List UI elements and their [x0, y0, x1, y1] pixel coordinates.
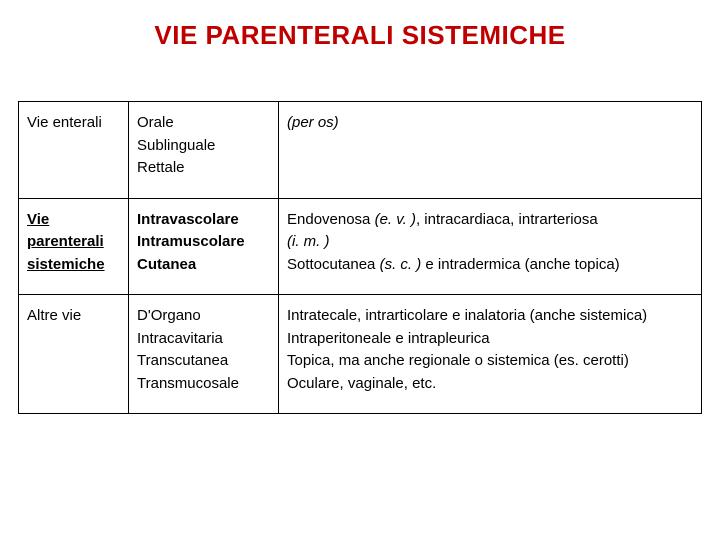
detail-seg: , intracardiaca, intrarteriosa — [416, 211, 598, 228]
cell-details: Endovenosa (e. v. ), intracardiaca, intr… — [279, 198, 702, 295]
detail-seg: (s. c. ) — [380, 256, 422, 273]
detail-seg: e intradermica (anche topica) — [421, 256, 619, 273]
detail-seg: Intratecale, intrarticolare e inalatoria… — [287, 307, 647, 324]
detail-seg: Sottocutanea — [287, 256, 380, 273]
via-item: Sublinguale — [137, 135, 270, 158]
via-item: D'Organo — [137, 305, 270, 328]
category-text: Altre vie — [27, 307, 81, 324]
routes-table: Vie enterali Orale Sublinguale Rettale (… — [18, 101, 702, 414]
table-body: Vie enterali Orale Sublinguale Rettale (… — [19, 102, 702, 414]
detail-line: Intratecale, intrarticolare e inalatoria… — [287, 305, 693, 328]
cell-category: Vie parenterali sistemiche — [19, 198, 129, 295]
cell-details: Intratecale, intrarticolare e inalatoria… — [279, 295, 702, 414]
detail-line: Oculare, vaginale, etc. — [287, 373, 693, 396]
table-row: Vie enterali Orale Sublinguale Rettale (… — [19, 102, 702, 199]
cell-category: Altre vie — [19, 295, 129, 414]
category-text: Vie enterali — [27, 114, 102, 131]
via-item: Transcutanea — [137, 350, 270, 373]
category-text: Vie parenterali sistemiche — [27, 211, 105, 273]
detail-seg: (per os) — [287, 114, 339, 131]
detail-line: (per os) — [287, 112, 693, 135]
cell-vias: Intravascolare Intramuscolare Cutanea — [129, 198, 279, 295]
table-row: Altre vie D'Organo Intracavitaria Transc… — [19, 295, 702, 414]
cell-vias: Orale Sublinguale Rettale — [129, 102, 279, 199]
slide-container: VIE PARENTERALI SISTEMICHE Vie enterali … — [0, 0, 720, 540]
detail-seg: (e. v. ) — [375, 211, 416, 228]
via-item: Rettale — [137, 157, 270, 180]
via-item: Orale — [137, 112, 270, 135]
detail-line: (i. m. ) — [287, 231, 693, 254]
detail-seg: Topica, ma anche regionale o sistemica (… — [287, 352, 629, 369]
detail-line: Topica, ma anche regionale o sistemica (… — [287, 350, 693, 373]
via-item: Cutanea — [137, 254, 270, 277]
detail-line: Endovenosa (e. v. ), intracardiaca, intr… — [287, 209, 693, 232]
table-row: Vie parenterali sistemiche Intravascolar… — [19, 198, 702, 295]
via-item: Intramuscolare — [137, 231, 270, 254]
detail-seg: Intraperitoneale e intrapleurica — [287, 330, 490, 347]
detail-seg: Oculare, vaginale, etc. — [287, 375, 436, 392]
via-item: Intravascolare — [137, 209, 270, 232]
cell-vias: D'Organo Intracavitaria Transcutanea Tra… — [129, 295, 279, 414]
detail-line: Intraperitoneale e intrapleurica — [287, 328, 693, 351]
cell-details: (per os) — [279, 102, 702, 199]
detail-seg: (i. m. ) — [287, 233, 330, 250]
slide-title: VIE PARENTERALI SISTEMICHE — [18, 20, 702, 51]
via-item: Intracavitaria — [137, 328, 270, 351]
detail-line: Sottocutanea (s. c. ) e intradermica (an… — [287, 254, 693, 277]
detail-seg: Endovenosa — [287, 211, 375, 228]
cell-category: Vie enterali — [19, 102, 129, 199]
via-item: Transmucosale — [137, 373, 270, 396]
